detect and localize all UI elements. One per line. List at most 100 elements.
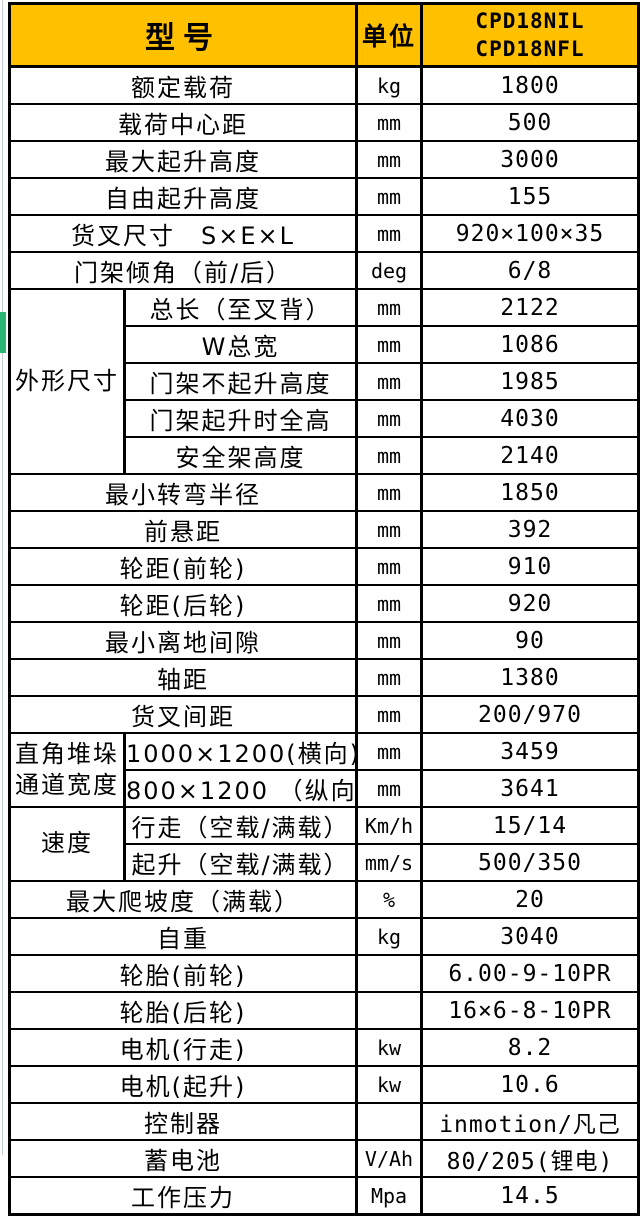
row-value: 1850 [420,473,640,512]
row-unit: mm [355,362,423,401]
row-value: 4030 [420,399,640,438]
spec-row: 轴距 mm 1380 [8,658,640,697]
row-label: 电机(起升) [8,1065,358,1104]
row-sub-label: 门架起升时全高 [123,399,358,438]
spec-row: 最小转弯半径 mm 1850 [8,473,640,512]
row-label: 自重 [8,917,358,956]
row-value: 500/350 [420,843,640,882]
row-sub-label: 起升（空载/满载） [123,843,358,882]
spec-row: 前悬距 mm 392 [8,510,640,549]
spec-row: 自重 kg 3040 [8,917,640,956]
row-value: 500 [420,103,640,142]
spec-row: 速度 行走（空载/满载） Km/h 15/14 [8,806,640,882]
spec-row: 蓄电池 V/Ah 80/205(锂电) [8,1139,640,1178]
row-value: 15/14 [420,806,640,845]
spec-row: 最大爬坡度（满载）% 20 [8,880,640,919]
spec-row: 电机(行走) kw 8.2 [8,1028,640,1067]
spec-row: 最小离地间隙 mm 90 [8,621,640,660]
spec-row: 电机(起升) kw 10.6 [8,1065,640,1104]
row-unit [355,954,423,993]
green-accent-bar [0,312,6,353]
row-label: 货叉尺寸 S×E×L [8,214,358,253]
row-value: inmotion/凡己 [420,1102,640,1141]
header-row: 型号 单位 CPD18NIL CPD18NFL [8,2,640,68]
row-unit: mm [355,769,423,808]
row-label: 轮胎(后轮) [8,991,358,1030]
row-unit [355,991,423,1030]
row-sub-label: 门架不起升高度 [123,362,358,401]
forklift-spec-table: 型号 单位 CPD18NIL CPD18NFL 额定载荷 kg 1800 载荷中心距 m… [8,2,640,1216]
row-value: 920 [420,584,640,623]
row-unit: mm [355,547,423,586]
row-unit: mm [355,140,423,179]
row-value: 10.6 [420,1065,640,1104]
row-sub-label: 总长（至叉背） [123,288,358,327]
row-value: 155 [420,177,640,216]
row-unit: % [355,880,423,919]
spec-row: 轮距(后轮) mm 920 [8,584,640,623]
row-label: 货叉间距 [8,695,358,734]
spec-row: 额定载荷 kg 1800 [8,65,640,105]
row-unit: mm/s [355,843,423,882]
excel-gridline [2,0,3,1155]
row-label: 最小转弯半径 [8,473,358,512]
header-unit-label: 单位 [355,2,423,68]
row-label: 最大起升高度 [8,140,358,179]
row-unit: mm [355,214,423,253]
row-value: 1380 [420,658,640,697]
spec-row: 货叉尺寸 S×E×L mm 920×100×35 [8,214,640,253]
row-value: 16×6-8-10PR [420,991,640,1030]
row-value: 2122 [420,288,640,327]
row-unit: mm [355,177,423,216]
row-label: 轴距 [8,658,358,697]
row-label: 蓄电池 [8,1139,358,1178]
row-value: 14.5 [420,1176,640,1216]
spec-row: 安全架高度 mm 2140 [10,436,640,475]
spec-row: 轮胎(前轮) 6.00-9-10PR [8,954,640,993]
row-label: 自由起升高度 [8,177,358,216]
row-unit: kw [355,1028,423,1067]
row-unit: kg [355,917,423,956]
row-value: 200/970 [420,695,640,734]
row-unit: V/Ah [355,1139,423,1178]
row-value: 80/205(锂电) [420,1139,640,1178]
row-unit: deg [355,251,423,290]
row-unit: mm [355,399,423,438]
row-unit: mm [355,473,423,512]
row-value: 6.00-9-10PR [420,954,640,993]
row-value: 1985 [420,362,640,401]
row-label: 最大爬坡度（满载） [8,880,358,919]
spec-row: 门架倾角（前/后） deg 6/8 [8,251,640,290]
row-unit: Km/h [355,806,423,845]
row-label: 轮距(前轮) [8,547,358,586]
row-value: 2140 [420,436,640,475]
spec-row: 门架不起升高度 mm 1985 [10,362,640,401]
row-unit: mm [355,510,423,549]
spec-table-body: 额定载荷 kg 1800 载荷中心距 mm 500 最大起升高度 mm 3000 自由起升高度 mm… [8,65,640,1216]
row-value: 20 [420,880,640,919]
row-label: 载荷中心距 [8,103,358,142]
row-unit: mm [355,325,423,364]
row-unit: Mpa [355,1176,423,1216]
row-label: 电机(行走) [8,1028,358,1067]
row-value: 910 [420,547,640,586]
row-label: 额定载荷 [8,65,358,105]
spec-row: 载荷中心距 mm 500 [8,103,640,142]
row-label: 工作压力 [8,1176,358,1216]
spec-row: 货叉间距 mm 200/970 [8,695,640,734]
group-label: 直角堆垛 通道宽度 [8,732,126,808]
row-label: 控制器 [8,1102,358,1141]
row-value: 1086 [420,325,640,364]
row-value: 3459 [420,732,640,771]
spec-row: 控制器 inmotion/凡己 [8,1102,640,1141]
row-sub-label: 1000×1200(横向) [123,732,358,771]
row-unit: kw [355,1065,423,1104]
row-value: 392 [420,510,640,549]
spec-row: 直角堆垛 通道宽度 1000×1200(横向) mm 3459 [8,732,640,808]
header-model-label: 型号 [8,2,358,68]
row-value: 90 [420,621,640,660]
spec-row: 门架起升时全高 mm 4030 [10,399,640,438]
row-label: 最小离地间隙 [8,621,358,660]
row-unit: mm [355,103,423,142]
row-unit: mm [355,695,423,734]
